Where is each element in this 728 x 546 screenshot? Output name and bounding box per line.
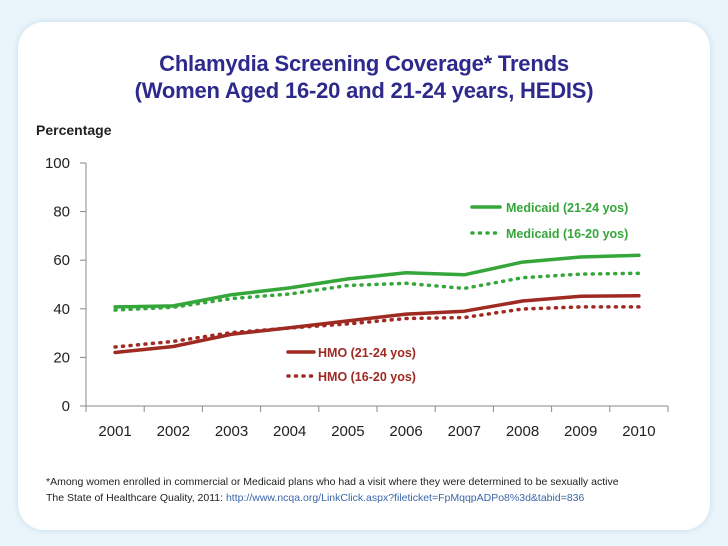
x-tick-label: 2008 (506, 423, 539, 440)
legend-label-1: Medicaid (16-20 yos) (506, 227, 628, 241)
y-tick-label: 0 (62, 398, 70, 415)
chart-title-line1: Chlamydia Screening Coverage* Trends (159, 51, 569, 76)
x-tick-label: 2004 (273, 423, 306, 440)
y-tick-label: 80 (53, 204, 70, 221)
legend-label-3: HMO (16-20 yos) (318, 370, 416, 384)
x-tick-label: 2001 (98, 423, 131, 440)
y-axis-label: Percentage (36, 122, 112, 138)
legend-label-2: HMO (21-24 yos) (318, 346, 416, 360)
x-tick-label: 2003 (215, 423, 248, 440)
x-tick-label: 2005 (331, 423, 364, 440)
y-tick-label: 40 (53, 301, 70, 318)
x-tick-label: 2002 (157, 423, 190, 440)
source-citation: The State of Healthcare Quality, 2011: h… (46, 492, 584, 504)
series-line-0 (113, 253, 641, 309)
y-tick-label: 100 (45, 155, 70, 172)
x-tick-label: 2006 (389, 423, 422, 440)
series-line-2 (113, 293, 641, 355)
source-prefix: The State of Healthcare Quality, 2011: (46, 492, 224, 504)
x-tick-label: 2007 (448, 423, 481, 440)
y-tick-label: 20 (53, 349, 70, 366)
source-link[interactable]: http://www.ncqa.org/LinkClick.aspx?filet… (225, 492, 585, 504)
footnote: *Among women enrolled in commercial or M… (46, 476, 619, 488)
chart-title: Chlamydia Screening Coverage* Trends (Wo… (0, 50, 728, 104)
series-line-1 (113, 271, 641, 312)
legend-label-0: Medicaid (21-24 yos) (506, 201, 628, 215)
series-line-3 (113, 305, 641, 349)
x-tick-label: 2010 (622, 423, 655, 440)
x-tick-label: 2009 (564, 423, 597, 440)
y-tick-label: 60 (53, 252, 70, 269)
chart-title-line2: (Women Aged 16-20 and 21-24 years, HEDIS… (134, 78, 594, 103)
